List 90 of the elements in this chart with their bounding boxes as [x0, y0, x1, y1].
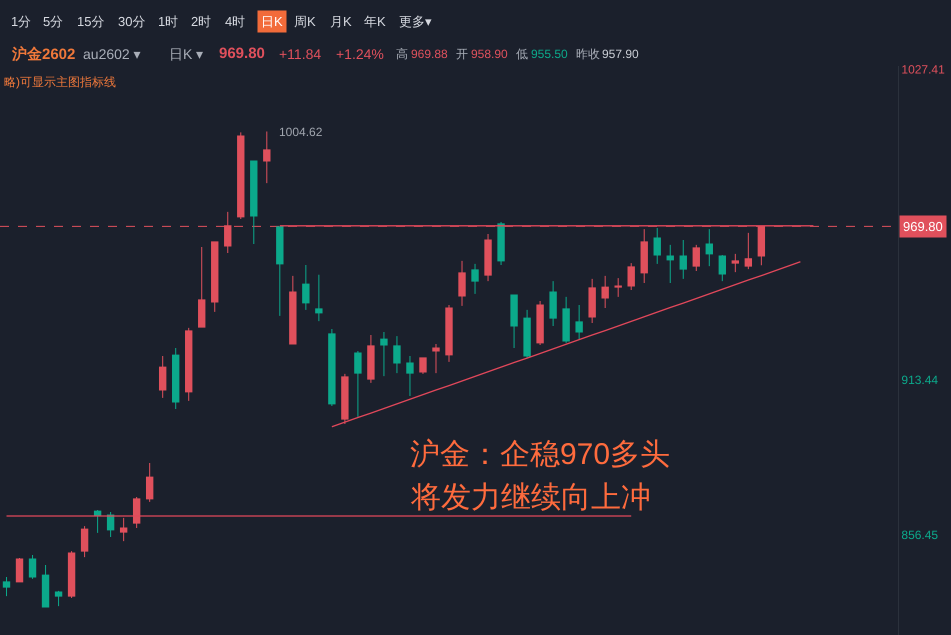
text: 30分	[118, 14, 146, 29]
text: 更多▾	[399, 14, 432, 29]
candlestick	[68, 550, 76, 598]
text: +1.24%	[336, 46, 384, 62]
candlestick	[341, 373, 349, 425]
candlestick	[523, 309, 531, 359]
candlestick	[666, 244, 674, 284]
candlestick	[276, 226, 284, 316]
text: 1时	[158, 14, 178, 29]
text: 月K	[330, 14, 352, 29]
candlestick	[106, 511, 114, 538]
text: 开	[456, 47, 468, 61]
annotation: 将发力继续向上冲	[410, 481, 651, 514]
candlestick	[263, 131, 270, 184]
candlestick	[744, 232, 752, 270]
candlestick	[562, 296, 570, 344]
text: 年K	[364, 14, 386, 29]
candlestick	[42, 564, 50, 608]
candlestick	[2, 576, 10, 597]
text: au2602 ▾	[83, 46, 141, 62]
text: +11.84	[279, 46, 322, 62]
candlestick	[237, 132, 244, 220]
candlestick	[458, 260, 466, 306]
text: 955.50	[531, 47, 568, 61]
candlestick	[54, 590, 62, 607]
candlestick	[588, 278, 596, 324]
candlestick	[640, 228, 648, 284]
candlestick	[419, 357, 427, 374]
candlestick	[289, 275, 297, 344]
annotation: 1004.62	[279, 125, 323, 139]
candlestick	[354, 350, 362, 418]
text: 高	[396, 47, 408, 61]
text: 低	[516, 47, 528, 61]
text: 1分	[11, 14, 32, 29]
candlestick	[445, 304, 453, 362]
text: 日K	[261, 14, 283, 29]
candlestick	[484, 233, 492, 282]
candlestick	[471, 263, 479, 294]
text: 沪金2602	[11, 45, 76, 63]
text: 4时	[225, 14, 246, 29]
text: 5分	[43, 14, 64, 29]
candlestick	[250, 160, 258, 245]
candlestick	[315, 274, 323, 322]
ref-line-label: 969.80	[903, 219, 943, 234]
candlestick	[628, 262, 635, 291]
candlestick	[406, 355, 414, 396]
candlestick	[549, 280, 557, 326]
candlestick	[497, 222, 505, 266]
candlestick	[302, 264, 310, 310]
annotation: 沪金：企稳970多头	[410, 438, 670, 471]
candlestick	[146, 462, 154, 502]
candlestick	[654, 227, 661, 264]
candlestick	[692, 244, 700, 272]
candlestick	[510, 294, 518, 349]
candlestick	[367, 334, 375, 384]
candlestick	[432, 343, 440, 374]
candlestick	[328, 328, 336, 407]
candlestick	[28, 554, 36, 580]
text: 957.90	[602, 47, 640, 61]
candlestick	[680, 239, 687, 280]
y-tick-label: 856.45	[901, 528, 938, 542]
text: 969.80	[219, 45, 265, 62]
candlestick	[575, 304, 583, 340]
annotation: 略)可显示主图指标线	[4, 75, 116, 89]
candlestick	[601, 275, 609, 309]
candlestick	[158, 355, 166, 398]
candlestick	[211, 241, 218, 312]
candlestick	[172, 348, 180, 410]
candlestick	[198, 246, 206, 328]
text: 昨收	[576, 47, 600, 61]
text: 日K ▾	[169, 46, 204, 62]
candlestick	[80, 526, 88, 558]
candlestick	[393, 336, 401, 374]
candlestick	[718, 254, 726, 282]
candlestick	[732, 253, 740, 273]
y-tick-label: 913.44	[901, 372, 938, 387]
candlestick	[706, 228, 713, 267]
candlestick	[16, 557, 24, 582]
text: 周K	[294, 14, 316, 29]
text: 15分	[77, 14, 104, 29]
line-series	[331, 261, 802, 428]
candlestick	[94, 510, 102, 534]
candlestick	[536, 300, 544, 346]
candlestick	[380, 331, 388, 377]
y-tick-label: 1027.41	[901, 62, 946, 77]
candlestick	[614, 278, 622, 298]
text: 958.90	[471, 47, 508, 61]
text: 969.88	[411, 47, 448, 61]
candlestick	[185, 327, 192, 402]
text: 2时	[191, 14, 212, 29]
